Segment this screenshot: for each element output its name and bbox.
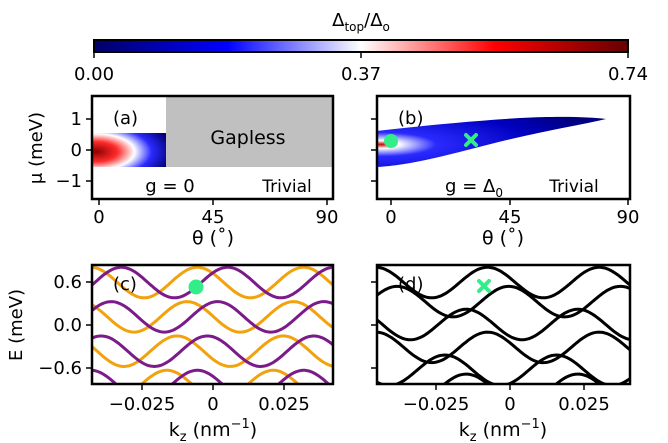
d-marker-x [477, 279, 491, 293]
band-line [377, 330, 630, 365]
a-ytick-0: 1 [71, 109, 82, 130]
c-xlabel: kz (nm−1) [169, 417, 257, 443]
a-ytick-1: 0 [71, 140, 82, 161]
c-ytick-1: 0.0 [53, 315, 82, 336]
band-line [92, 265, 333, 300]
band-line [377, 307, 630, 342]
a-xtick-0: 0 [93, 207, 104, 228]
band-line [92, 300, 333, 334]
colorbar-label: Δtop/Δo [332, 10, 390, 34]
d-xtick-2: 0.025 [558, 394, 610, 415]
c-bands [92, 265, 333, 384]
panel-d: (d) −0.025 0 0.025 kz (nm−1) [371, 263, 632, 443]
band-line [377, 372, 602, 384]
b-marker-x [464, 133, 478, 147]
band-line [377, 284, 630, 319]
b-xtick-2: 90 [617, 207, 640, 228]
a-xtick-1: 45 [202, 207, 225, 228]
band-line [92, 334, 333, 369]
trivial-label-a: Trivial [261, 177, 312, 197]
panel-d-label: (d) [398, 274, 423, 295]
a-ytick-2: −1 [55, 171, 82, 192]
c-ylabel: E (meV) [6, 289, 27, 361]
gapless-label: Gapless [210, 127, 285, 149]
a-xtick-2: 90 [316, 207, 339, 228]
c-ytick-2: −0.6 [38, 358, 82, 379]
c-xtick-0: −0.025 [109, 394, 176, 415]
d-xlabel: kz (nm−1) [459, 417, 547, 443]
panel-b-frame [375, 94, 632, 201]
band-line [377, 265, 630, 300]
g-label-b: g = Δ0 [445, 176, 503, 200]
d-bands [377, 265, 630, 384]
d-xtick-0: −0.025 [403, 394, 470, 415]
a-xlabel: θ (˚) [192, 227, 234, 249]
band-line [92, 300, 333, 334]
c-marker-circle [188, 279, 204, 295]
b-xtick-0: 0 [385, 207, 396, 228]
panel-c: (c) 0.6 0.0 −0.6 E (meV) −0.025 0 0.025 … [6, 263, 335, 443]
colorbar-tick-0: 0.00 [74, 64, 114, 85]
band-line [92, 334, 333, 369]
trivial-label-b: Trivial [548, 177, 599, 197]
c-xtick-1: 0 [207, 394, 218, 415]
b-xtick-1: 45 [499, 207, 522, 228]
c-xtick-2: 0.025 [258, 394, 310, 415]
panel-a: (a) Gapless g = 0 Trivial 1 0 −1 μ (meV)… [26, 94, 339, 249]
colorbar-tick-2: 0.74 [608, 64, 648, 85]
panel-b: (b) g = Δ0 Trivial 0 45 90 θ (˚) [371, 94, 640, 249]
topological-region-a [92, 133, 166, 167]
b-marker-circle [384, 134, 398, 148]
gapless-region [166, 96, 333, 167]
colorbar-tick-1: 0.37 [341, 64, 381, 85]
colorbar: Δtop/Δo 0.00 0.37 0.74 [74, 10, 648, 85]
band-line [92, 368, 331, 384]
c-ytick-0: 0.6 [53, 272, 82, 293]
panel-c-label: (c) [113, 274, 137, 295]
g-label-a: g = 0 [145, 176, 194, 197]
d-xtick-1: 0 [504, 394, 515, 415]
band-line [139, 368, 301, 384]
band-line [377, 353, 630, 384]
b-xlabel: θ (˚) [482, 227, 524, 249]
panel-a-label: (a) [113, 108, 138, 129]
topological-region-b [377, 116, 606, 167]
colorbar-gradient [93, 39, 629, 53]
panel-b-label: (b) [398, 108, 423, 129]
a-ylabel: μ (meV) [26, 112, 47, 184]
